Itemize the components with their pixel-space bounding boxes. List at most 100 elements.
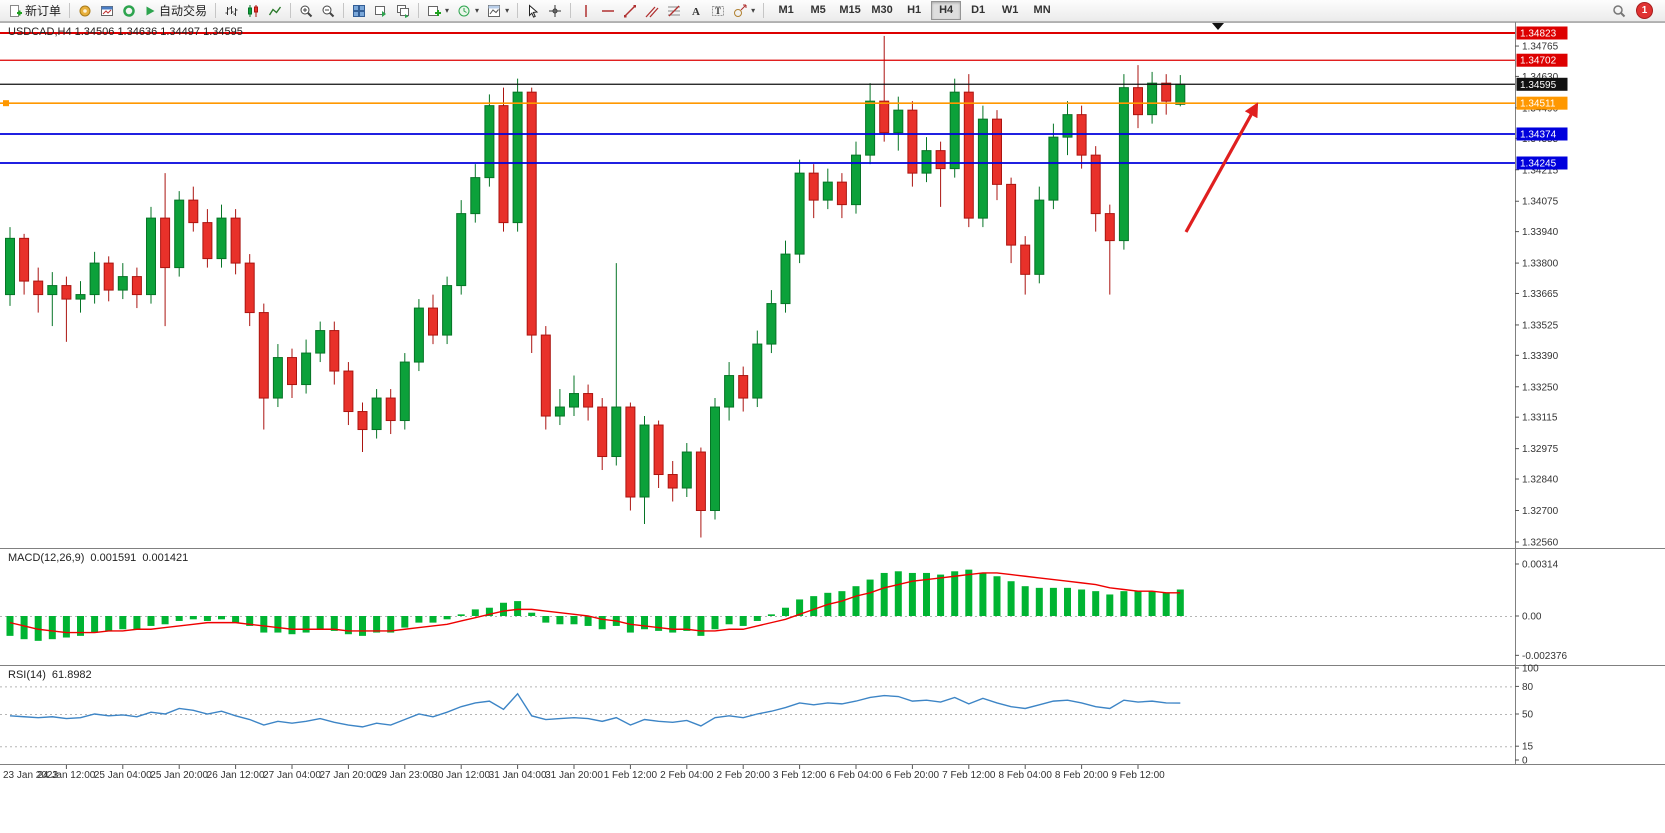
shapes-button[interactable]: ▾ [729, 1, 759, 21]
time-label: 3 Feb 12:00 [773, 770, 827, 781]
macd-bar [330, 616, 338, 631]
rsi-panel-label: RSI(14) 61.8982 [8, 669, 98, 681]
candle [512, 91, 523, 224]
candle [865, 100, 876, 156]
time-label: 27 Jan 20:00 [319, 770, 377, 781]
candle [822, 181, 833, 201]
macd-bar [542, 616, 550, 623]
timeframe-m30[interactable]: M30 [871, 4, 893, 16]
macd-bar [894, 571, 902, 616]
candle [879, 100, 890, 134]
rsi-value: 61.8982 [51, 669, 92, 681]
line-chart-icon [268, 6, 282, 15]
metaeditor-button[interactable] [74, 1, 96, 21]
dropdown-caret: ▾ [505, 6, 510, 15]
autotrading-button[interactable]: 自动交易 [140, 1, 211, 21]
timeframe-h4[interactable]: H4 [931, 1, 962, 20]
zoom-in-button[interactable] [295, 1, 317, 21]
price-label-box: 1.34823 [1516, 26, 1568, 40]
price-label-text: 1.34245 [1520, 159, 1557, 170]
macd-signal-value: 0.001421 [142, 552, 189, 564]
macd-bar [1007, 581, 1015, 616]
timeframe-m5[interactable]: M5 [810, 4, 826, 16]
price-label-bg [1516, 26, 1568, 40]
timeframe-m15[interactable]: M15 [839, 4, 861, 16]
price-axis: 1.347651.346301.344901.343551.342151.340… [1515, 42, 1567, 767]
text-label-button[interactable]: T [707, 1, 729, 21]
new-chart-button[interactable]: ▾ [423, 1, 453, 21]
bar-chart-button[interactable] [220, 1, 242, 21]
rsi-line [9, 692, 1181, 728]
candle [569, 393, 579, 408]
vertical-line-button[interactable] [575, 1, 597, 21]
candle [710, 406, 720, 512]
candle [992, 118, 1002, 185]
chart-end-marker[interactable] [1212, 23, 1224, 30]
macd-bar [711, 616, 719, 630]
candle [893, 109, 904, 134]
candle [230, 217, 241, 264]
candle [540, 334, 551, 417]
macd-bar [965, 569, 973, 616]
candle [794, 172, 805, 255]
notification-badge[interactable]: 1 [1636, 2, 1653, 19]
macd-name: MACD(12,26,9) [8, 552, 85, 564]
time-label: 31 Jan 04:00 [489, 770, 547, 781]
macd-bar [866, 579, 874, 616]
macd-bar [34, 616, 42, 641]
macd-bar [218, 616, 225, 620]
rsi-axis-label: 100 [1522, 664, 1539, 675]
new-order-button[interactable]: 新订单 [4, 1, 65, 21]
candle [1062, 114, 1073, 138]
candle [1006, 183, 1017, 246]
timeframe-mn[interactable]: MN [1033, 4, 1051, 16]
templates-button[interactable]: ▾ [483, 1, 513, 21]
price-tick-label: 1.32560 [1522, 537, 1559, 548]
price-tick-label: 1.33250 [1522, 382, 1559, 393]
channel-button[interactable] [641, 1, 663, 21]
candle [399, 361, 410, 422]
search-button[interactable] [1608, 1, 1630, 21]
macd-bar [1078, 589, 1086, 616]
timeframe-h1[interactable]: H1 [907, 4, 922, 16]
timeframe-w1[interactable]: W1 [1001, 4, 1019, 16]
macd-bar [429, 616, 437, 623]
text-button[interactable]: A [685, 1, 707, 21]
candle [202, 222, 213, 260]
horizontal-line-button[interactable] [597, 1, 619, 21]
macd-bar [415, 616, 423, 623]
macd-bar [739, 616, 747, 626]
macd-bar [796, 599, 804, 616]
macd-bar [302, 616, 310, 633]
macd-bar [1035, 587, 1043, 616]
cascade-windows-button[interactable] [392, 1, 414, 21]
toolbar: 新订单 自动交易 ▾ ▾ [0, 0, 1665, 22]
terminal-button[interactable] [118, 1, 140, 21]
zoom-out-button[interactable] [317, 1, 339, 21]
timeframe-m1[interactable]: M1 [778, 4, 794, 16]
macd-bar [119, 616, 127, 630]
arrange-windows-button[interactable] [370, 1, 392, 21]
timeframe-d1[interactable]: D1 [971, 4, 986, 16]
annotation-arrow[interactable] [1184, 102, 1259, 233]
fibonacci-button[interactable] [663, 1, 685, 21]
price-label-text: 1.34595 [1520, 80, 1557, 91]
candlestick-chart-button[interactable] [242, 1, 264, 21]
candle [470, 177, 481, 215]
trendline-button[interactable] [619, 1, 641, 21]
cursor-button[interactable] [522, 1, 544, 21]
crosshair-button[interactable] [544, 1, 566, 21]
chart-window-button[interactable] [96, 1, 118, 21]
price-label-text: 1.34823 [1520, 29, 1557, 40]
new-order-icon [10, 4, 22, 17]
macd-bar [133, 616, 141, 630]
macd-bar [753, 616, 761, 621]
candle [385, 397, 396, 422]
price-label-bg [1516, 53, 1568, 67]
profiles-button[interactable]: ▾ [453, 1, 483, 21]
price-tick-label: 1.33390 [1522, 351, 1559, 362]
time-label: 9 Feb 12:00 [1111, 770, 1165, 781]
line-chart-button[interactable] [264, 1, 286, 21]
tile-windows-button[interactable] [348, 1, 370, 21]
time-label: 7 Feb 12:00 [942, 770, 996, 781]
